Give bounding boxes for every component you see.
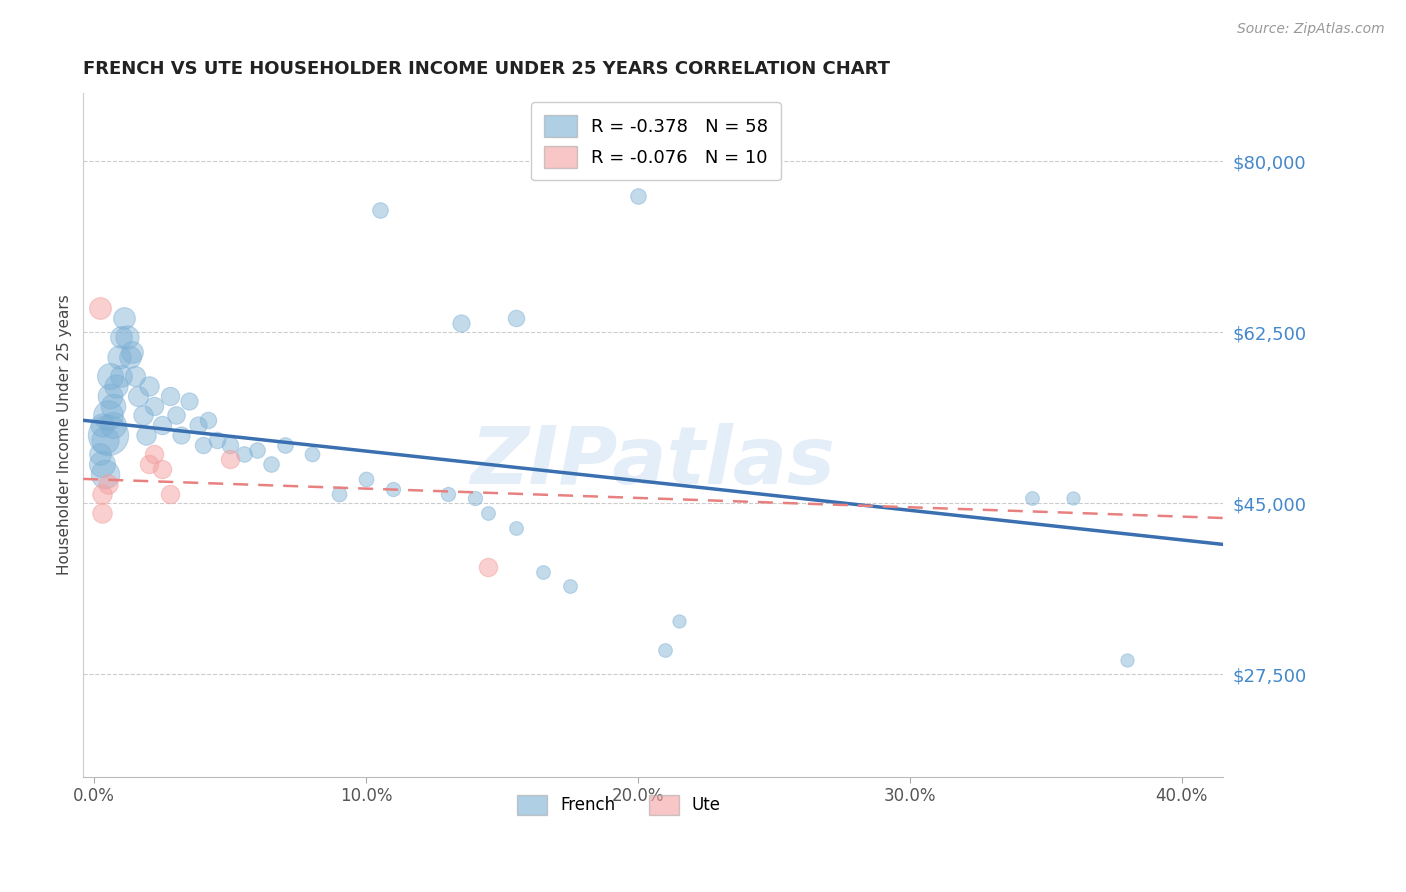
Legend: French, Ute: French, Ute [509,786,730,823]
Point [91,506,114,520]
Point [354,472,377,486]
Point [328,486,350,500]
Point [103,418,125,433]
Point [186,418,208,433]
Point [246,442,269,457]
Point [477,559,499,574]
Point [477,506,499,520]
Point [100,389,122,403]
Point [558,579,581,593]
Point [138,379,160,393]
Point [301,448,323,462]
Point [232,448,254,462]
Point [531,565,554,579]
Point [124,369,146,384]
Text: FRENCH VS UTE HOUSEHOLDER INCOME UNDER 25 YEARS CORRELATION CHART: FRENCH VS UTE HOUSEHOLDER INCOME UNDER 2… [83,60,890,78]
Point [159,486,181,500]
Point [505,521,527,535]
Point [150,418,173,433]
Point [100,369,122,384]
Point [91,486,114,500]
Point [219,438,242,452]
Point [464,491,486,506]
Point [170,428,193,442]
Point [115,330,138,344]
Point [205,433,228,447]
Point [165,409,187,423]
Point [1021,491,1043,506]
Point [94,467,117,481]
Point [450,316,472,330]
Point [104,379,127,393]
Point [89,448,111,462]
Point [150,462,173,476]
Point [112,310,135,325]
Point [110,369,132,384]
Point [138,457,160,471]
Y-axis label: Householder Income Under 25 years: Householder Income Under 25 years [58,294,72,575]
Point [627,188,650,202]
Point [118,350,141,364]
Point [143,448,166,462]
Point [668,614,690,628]
Point [368,203,391,218]
Point [89,301,111,315]
Point [132,409,155,423]
Point [1116,653,1139,667]
Point [260,457,283,471]
Point [97,476,120,491]
Point [159,389,181,403]
Point [110,330,132,344]
Point [382,482,405,496]
Point [191,438,214,452]
Point [654,643,676,657]
Point [1062,491,1084,506]
Point [121,345,143,359]
Point [97,428,120,442]
Point [143,399,166,413]
Point [179,393,201,408]
Point [91,457,114,471]
Point [107,350,129,364]
Point [197,413,219,427]
Point [436,486,458,500]
Point [135,428,157,442]
Text: ZIPatlas: ZIPatlas [471,424,835,501]
Point [94,433,117,447]
Point [273,438,295,452]
Point [103,399,125,413]
Text: Source: ZipAtlas.com: Source: ZipAtlas.com [1237,22,1385,37]
Point [91,418,114,433]
Point [127,389,149,403]
Point [505,310,527,325]
Point [97,409,120,423]
Point [219,452,242,467]
